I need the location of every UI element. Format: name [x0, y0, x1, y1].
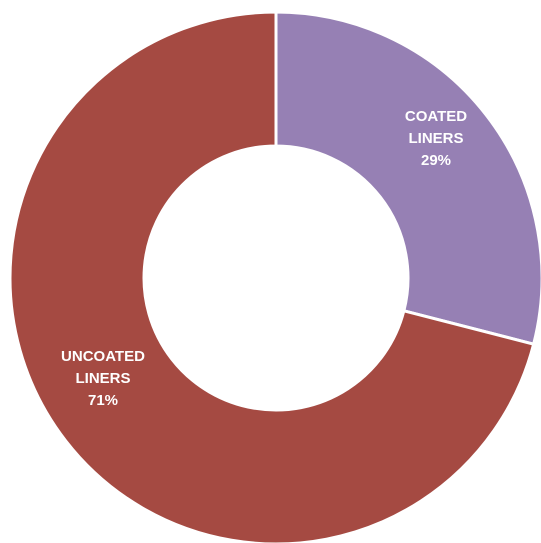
slice-category-label: UNCOATED: [61, 348, 145, 365]
slice-category-label: COATED: [405, 108, 467, 125]
slice-category-label: LINERS: [408, 130, 463, 147]
slice-uncoated: [8, 10, 536, 543]
slices-group: [8, 10, 541, 543]
slice-value-label: 71%: [88, 392, 118, 409]
slice-value-label: 29%: [421, 152, 451, 169]
slice-category-label: LINERS: [75, 370, 130, 387]
labels-group: COATED LINERS 29% UNCOATED LINERS 71%: [61, 108, 467, 409]
slice-coated: [274, 10, 541, 346]
